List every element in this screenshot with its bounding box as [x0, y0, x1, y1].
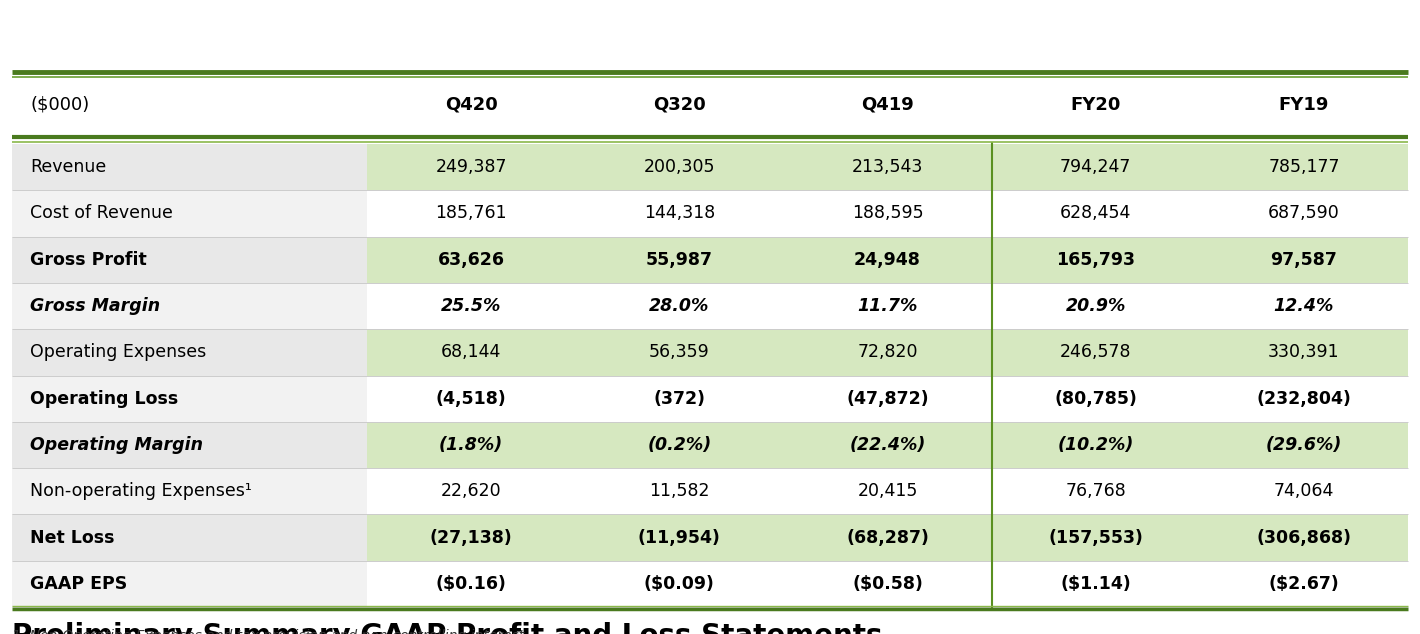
Bar	[366, 560, 1409, 607]
Text: (232,804): (232,804)	[1257, 390, 1352, 408]
Bar	[11, 329, 366, 375]
Text: Preliminary Summary GAAP Profit and Loss Statements: Preliminary Summary GAAP Profit and Loss…	[11, 622, 882, 634]
Text: 785,177: 785,177	[1268, 158, 1339, 176]
Text: (0.2%): (0.2%)	[648, 436, 711, 454]
Text: Q419: Q419	[861, 96, 914, 113]
Text: 246,578: 246,578	[1059, 344, 1132, 361]
Bar	[366, 514, 1409, 560]
Bar	[366, 375, 1409, 422]
Text: 24,948: 24,948	[853, 251, 922, 269]
Text: 74,064: 74,064	[1274, 482, 1333, 500]
Text: 22,620: 22,620	[440, 482, 501, 500]
Text: 330,391: 330,391	[1268, 344, 1339, 361]
Text: 55,987: 55,987	[646, 251, 713, 269]
Text: Cost of Revenue: Cost of Revenue	[30, 204, 173, 223]
Text: 249,387: 249,387	[436, 158, 507, 176]
Text: 97,587: 97,587	[1271, 251, 1338, 269]
Bar	[11, 422, 366, 468]
Text: FY20: FY20	[1071, 96, 1120, 113]
Text: 56,359: 56,359	[649, 344, 710, 361]
Text: 20,415: 20,415	[858, 482, 917, 500]
Text: 213,543: 213,543	[852, 158, 923, 176]
Text: 165,793: 165,793	[1056, 251, 1135, 269]
Text: (80,785): (80,785)	[1054, 390, 1137, 408]
Text: 63,626: 63,626	[437, 251, 504, 269]
Text: 185,761: 185,761	[436, 204, 507, 223]
Text: 12.4%: 12.4%	[1274, 297, 1333, 315]
Text: ($0.58): ($0.58)	[852, 575, 923, 593]
Text: ($2.67): ($2.67)	[1268, 575, 1339, 593]
Text: Revenue: Revenue	[30, 158, 106, 176]
Text: 20.9%: 20.9%	[1065, 297, 1126, 315]
Bar	[366, 422, 1409, 468]
Bar	[11, 236, 366, 283]
Text: (1.8%): (1.8%)	[439, 436, 503, 454]
Bar	[366, 190, 1409, 236]
Text: 1. Non-Operating Expenses and tax provision and non-controlling interest: 1. Non-Operating Expenses and tax provis…	[11, 629, 524, 634]
Text: 72,820: 72,820	[858, 344, 917, 361]
Bar	[11, 375, 366, 422]
Text: 76,768: 76,768	[1065, 482, 1126, 500]
Text: Net Loss: Net Loss	[30, 529, 115, 547]
Text: 11.7%: 11.7%	[858, 297, 917, 315]
Text: 200,305: 200,305	[643, 158, 716, 176]
Bar	[11, 468, 366, 514]
Text: 68,144: 68,144	[442, 344, 501, 361]
Text: 28.0%: 28.0%	[649, 297, 710, 315]
Text: ($1.14): ($1.14)	[1061, 575, 1132, 593]
Bar	[11, 560, 366, 607]
Bar	[366, 468, 1409, 514]
Text: 144,318: 144,318	[643, 204, 714, 223]
Text: (157,553): (157,553)	[1048, 529, 1143, 547]
Text: (4,518): (4,518)	[436, 390, 507, 408]
Bar	[11, 72, 1409, 137]
Bar	[366, 144, 1409, 190]
Text: FY19: FY19	[1279, 96, 1329, 113]
Text: (22.4%): (22.4%)	[849, 436, 926, 454]
Text: ($0.09): ($0.09)	[643, 575, 714, 593]
Text: Gross Margin: Gross Margin	[30, 297, 160, 315]
Text: (27,138): (27,138)	[430, 529, 513, 547]
Text: (47,872): (47,872)	[846, 390, 929, 408]
Bar	[11, 283, 366, 329]
Text: 687,590: 687,590	[1268, 204, 1340, 223]
Text: ($000): ($000)	[30, 96, 89, 113]
Bar	[11, 144, 366, 190]
Text: Operating Expenses: Operating Expenses	[30, 344, 206, 361]
Bar	[366, 283, 1409, 329]
Bar	[366, 329, 1409, 375]
Text: (306,868): (306,868)	[1257, 529, 1352, 547]
Text: Gross Profit: Gross Profit	[30, 251, 146, 269]
Bar	[11, 190, 366, 236]
Bar	[366, 236, 1409, 283]
Text: 188,595: 188,595	[852, 204, 923, 223]
Text: GAAP EPS: GAAP EPS	[30, 575, 128, 593]
Text: (372): (372)	[653, 390, 706, 408]
Bar	[11, 514, 366, 560]
Text: (11,954): (11,954)	[638, 529, 721, 547]
Text: 11,582: 11,582	[649, 482, 710, 500]
Text: 25.5%: 25.5%	[442, 297, 501, 315]
Text: Q420: Q420	[444, 96, 497, 113]
Text: Non-operating Expenses¹: Non-operating Expenses¹	[30, 482, 251, 500]
Text: Operating Margin: Operating Margin	[30, 436, 203, 454]
Text: Q320: Q320	[653, 96, 706, 113]
Text: Operating Loss: Operating Loss	[30, 390, 179, 408]
Text: (10.2%): (10.2%)	[1058, 436, 1135, 454]
Text: ($0.16): ($0.16)	[436, 575, 507, 593]
Text: 628,454: 628,454	[1059, 204, 1132, 223]
Text: (29.6%): (29.6%)	[1265, 436, 1342, 454]
Text: (68,287): (68,287)	[846, 529, 929, 547]
Text: 794,247: 794,247	[1059, 158, 1132, 176]
